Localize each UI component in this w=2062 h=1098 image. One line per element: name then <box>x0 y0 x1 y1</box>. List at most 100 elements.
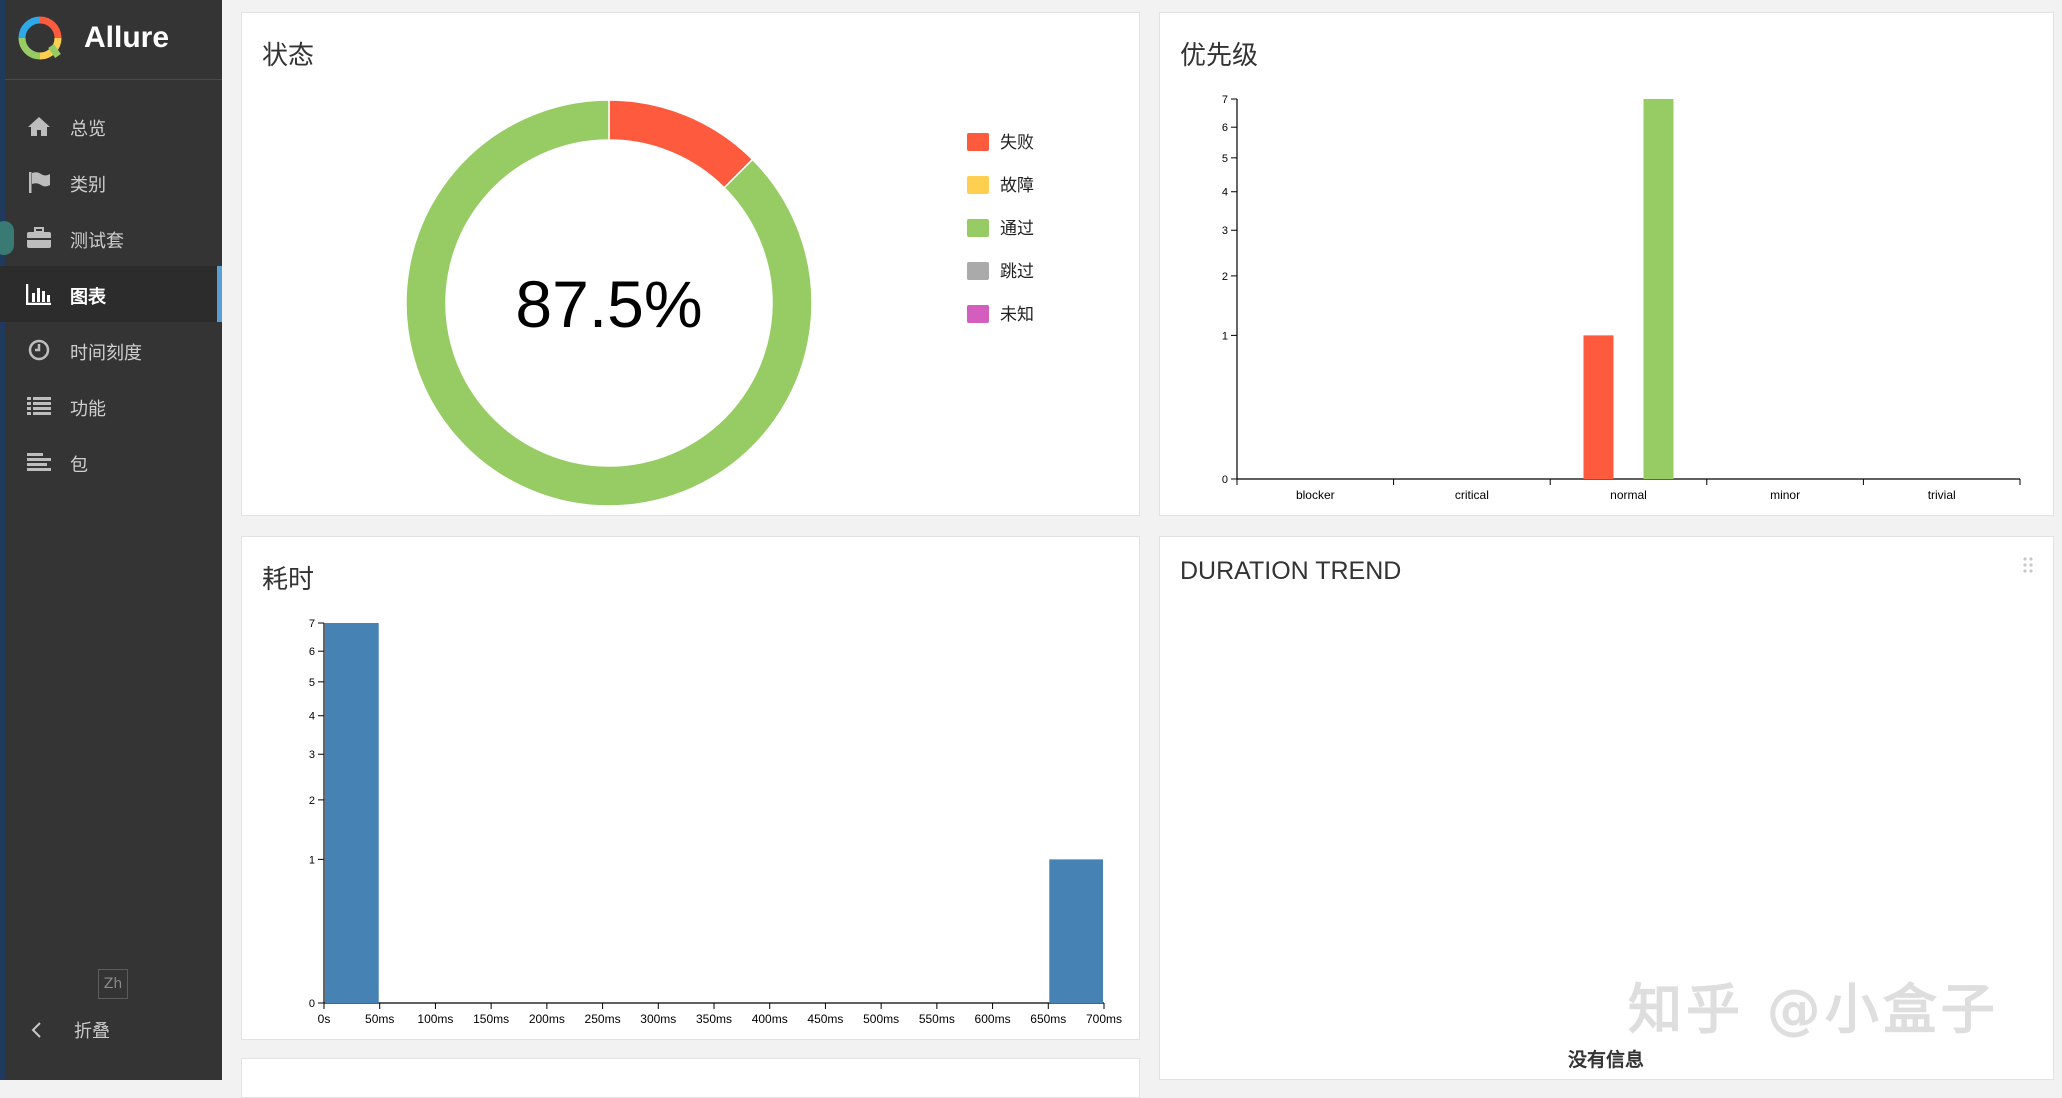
y-tick-label: 4 <box>309 711 315 723</box>
x-tick-label: 600ms <box>975 1012 1011 1026</box>
histogram-bar-0[interactable] <box>325 623 379 1003</box>
y-tick-label: 2 <box>1222 271 1228 283</box>
sidebar-item-graphs[interactable]: 图表 <box>0 266 222 322</box>
x-tick-label: normal <box>1610 488 1647 502</box>
donut-slice-0[interactable] <box>608 99 754 189</box>
next-widget-partial <box>241 1058 1140 1098</box>
y-tick-label: 4 <box>1222 187 1228 199</box>
x-tick-label: 500ms <box>863 1012 899 1026</box>
sidebar-nav: 总览 类别 测试套 图表 时间刻度 <box>0 98 222 490</box>
x-tick-label: 650ms <box>1030 1012 1066 1026</box>
widget-title: 状态 <box>262 41 315 71</box>
legend-label[interactable]: 失败 <box>1000 133 1034 153</box>
donut-slice-2[interactable] <box>405 99 813 507</box>
widget-title: 优先级 <box>1180 41 1259 71</box>
legend-swatch[interactable] <box>967 219 989 237</box>
briefcase-icon <box>26 226 52 250</box>
widget-title: DURATION TREND <box>1180 557 1402 585</box>
legend-label[interactable]: 跳过 <box>1000 262 1034 282</box>
sidebar-item-label: 包 <box>70 455 88 476</box>
sidebar-item-suites[interactable]: 测试套 <box>0 210 222 266</box>
status-widget: 状态 87.5% 失败故障通过跳过未知 <box>241 12 1140 516</box>
sidebar: Allure 总览 类别 测试套 图表 <box>0 0 222 1080</box>
severity-bar-chart: 0 1 2 3 4 5 6 7 blocker critical normal minor trivia… <box>1222 94 2021 502</box>
app-name: Allure <box>84 21 170 54</box>
legend-label[interactable]: 未知 <box>1000 305 1034 325</box>
duration-widget: 耗时 0 1 2 3 4 5 6 7 0s 50ms 100ms 150ms 200ms 250ms 300… <box>241 536 1140 1040</box>
legend-swatch[interactable] <box>967 305 989 323</box>
y-tick-label: 1 <box>1222 330 1228 342</box>
empty-state-text: 没有信息 <box>1568 1049 1645 1071</box>
donut-center-label: 87.5% <box>515 267 702 341</box>
legend-label[interactable]: 通过 <box>1000 219 1034 239</box>
divider <box>5 79 222 80</box>
allure-logo-icon <box>18 16 62 60</box>
bar-chart-icon <box>26 282 52 306</box>
y-tick-label: 7 <box>309 618 315 630</box>
watermark: 知乎 @小盒子 <box>1628 978 1999 1041</box>
chevron-left-icon <box>31 1022 41 1038</box>
sidebar-item-label: 总览 <box>70 119 106 140</box>
legend-swatch[interactable] <box>967 176 989 194</box>
sidebar-item-label: 时间刻度 <box>70 343 142 364</box>
x-tick-label: 550ms <box>919 1012 955 1026</box>
x-tick-label: critical <box>1455 488 1489 502</box>
clock-icon <box>26 338 52 362</box>
histogram-bar-1[interactable] <box>1049 859 1103 1003</box>
legend-label[interactable]: 故障 <box>1000 176 1034 196</box>
side-handle[interactable] <box>0 221 14 255</box>
list-icon <box>26 394 52 418</box>
widget-title: 耗时 <box>262 565 315 595</box>
align-left-icon <box>26 450 52 474</box>
x-tick-label: 200ms <box>529 1012 565 1026</box>
y-tick-label: 0 <box>309 998 315 1010</box>
sidebar-item-label: 图表 <box>70 287 106 308</box>
bar-normal-1[interactable] <box>1643 99 1674 479</box>
brand[interactable]: Allure <box>18 14 169 62</box>
y-tick-label: 5 <box>1222 153 1228 165</box>
severity-widget: 优先级 0 1 2 3 4 5 6 7 blocker critical normal minor tr… <box>1159 12 2054 516</box>
x-tick-label: 700ms <box>1086 1012 1122 1026</box>
x-tick-label: minor <box>1770 488 1800 502</box>
bar-normal-0[interactable] <box>1583 335 1614 479</box>
y-tick-label: 7 <box>1222 94 1228 106</box>
legend-swatch[interactable] <box>967 133 989 151</box>
flag-icon <box>26 170 52 194</box>
y-tick-label: 6 <box>309 646 315 658</box>
duration-trend-widget: DURATION TREND <box>1159 536 2054 1080</box>
active-indicator <box>217 266 222 322</box>
x-tick-label: 350ms <box>696 1012 732 1026</box>
home-icon <box>26 114 52 138</box>
y-tick-label: 3 <box>309 749 315 761</box>
y-tick-label: 2 <box>309 795 315 807</box>
collapse-label: 折叠 <box>74 1021 110 1042</box>
sidebar-item-overview[interactable]: 总览 <box>0 98 222 154</box>
y-tick-label: 3 <box>1222 225 1228 237</box>
x-tick-label: 150ms <box>473 1012 509 1026</box>
x-tick-label: 250ms <box>585 1012 621 1026</box>
y-tick-label: 6 <box>1222 122 1228 134</box>
sidebar-item-timeline[interactable]: 时间刻度 <box>0 322 222 378</box>
window-edge <box>0 0 5 1080</box>
sidebar-item-categories[interactable]: 类别 <box>0 154 222 210</box>
collapse-button[interactable]: 折叠 <box>30 1017 110 1043</box>
y-tick-label: 5 <box>309 677 315 689</box>
x-tick-label: 100ms <box>417 1012 453 1026</box>
drag-handle-icon[interactable] <box>2021 555 2035 575</box>
duration-histogram: 0 1 2 3 4 5 6 7 0s 50ms 100ms 150ms 200ms 250ms 300ms 3… <box>309 618 1122 1026</box>
x-tick-label: 0s <box>318 1012 331 1026</box>
y-tick-label: 1 <box>309 854 315 866</box>
language-button[interactable]: Zh <box>98 969 128 999</box>
sidebar-item-behaviors[interactable]: 功能 <box>0 378 222 434</box>
sidebar-item-label: 测试套 <box>70 231 124 252</box>
x-tick-label: 450ms <box>807 1012 843 1026</box>
y-tick-label: 0 <box>1222 474 1228 486</box>
x-tick-label: 400ms <box>752 1012 788 1026</box>
sidebar-item-label: 类别 <box>70 175 106 196</box>
x-tick-label: blocker <box>1296 488 1335 502</box>
sidebar-item-packages[interactable]: 包 <box>0 434 222 490</box>
x-tick-label: trivial <box>1928 488 1956 502</box>
legend-swatch[interactable] <box>967 262 989 280</box>
x-tick-label: 50ms <box>365 1012 394 1026</box>
